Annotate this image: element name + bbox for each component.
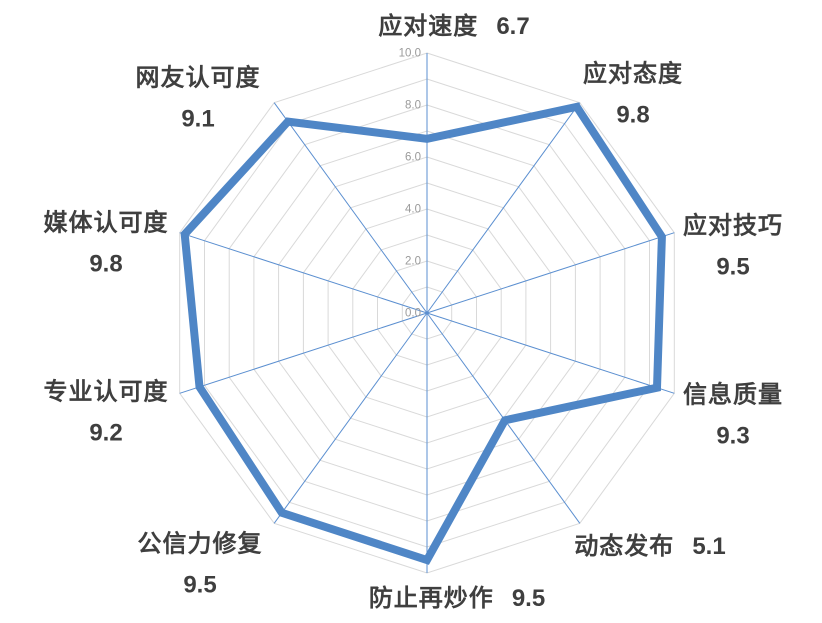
axis-spoke	[426, 312, 675, 394]
radial-tick-label: 8.0	[405, 100, 421, 112]
radial-tick-label: 10.0	[399, 48, 421, 60]
data-series-polygon	[180, 102, 666, 565]
axis-spoke	[426, 232, 675, 314]
radial-tick-label: 2.0	[405, 256, 421, 268]
radial-tick-label: 6.0	[405, 152, 421, 164]
axis-spoke	[179, 312, 428, 394]
axis-spoke	[273, 312, 428, 524]
axis-spoke	[273, 102, 428, 314]
axis-spoke	[426, 102, 581, 314]
axis-spoke	[179, 232, 428, 314]
radial-tick-label: 0.0	[405, 308, 421, 320]
radial-tick-label: 4.0	[405, 204, 421, 216]
